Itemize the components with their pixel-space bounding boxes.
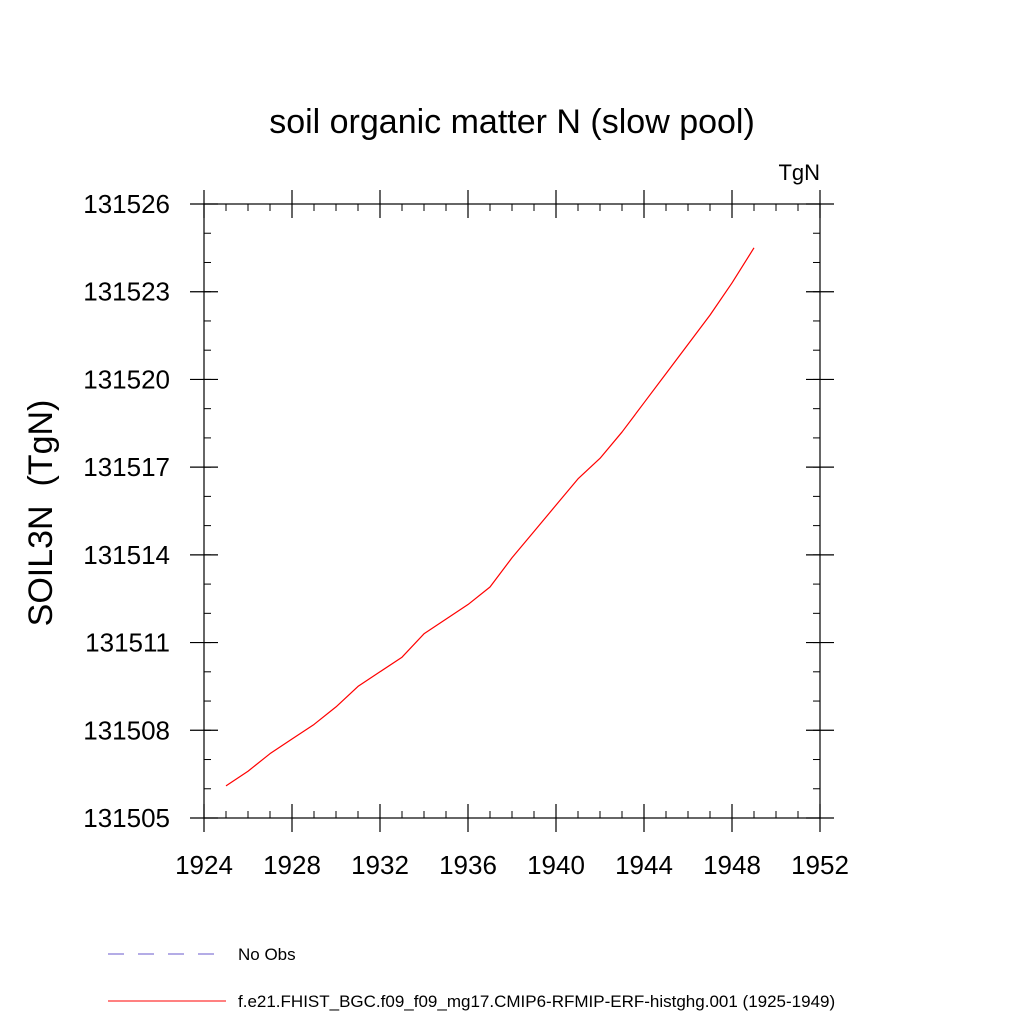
axis-tick-labels: 1924 1928 1932 1936 1940 1944 1948 1952 131505 13… [83,189,849,880]
y-tick-label: 131511 [85,628,170,658]
y-tick-label: 131517 [83,452,170,482]
y-tick-label: 131526 [83,189,170,219]
legend-label: f.e21.FHIST_BGC.f09_f09_mg17.CMIP6-RFMIP… [238,992,835,1011]
chart-units: TgN [778,160,820,185]
legend-label: No Obs [238,945,296,964]
chart-title: soil organic matter N (slow pool) [269,103,755,141]
axis-ticks [190,190,834,832]
legend: No Obs f.e21.FHIST_BGC.f09_f09_mg17.CMIP6… [108,945,835,1011]
y-tick-label: 131508 [83,715,170,745]
x-tick-label: 1952 [791,850,849,880]
x-tick-label: 1936 [439,850,497,880]
series-line [225,247,755,787]
x-tick-label: 1944 [615,850,673,880]
x-tick-label: 1948 [703,850,761,880]
y-tick-label: 131505 [83,803,170,833]
plot-frame [203,203,821,819]
y-tick-label: 131514 [83,540,170,570]
x-tick-label: 1932 [351,850,409,880]
y-axis-label: SOIL3N (TgN) [22,400,60,627]
series-layer [225,247,755,787]
x-tick-label: 1924 [175,850,233,880]
y-tick-label: 131523 [83,277,170,307]
x-tick-label: 1940 [527,850,585,880]
x-tick-label: 1928 [263,850,321,880]
y-tick-label: 131520 [83,364,170,394]
